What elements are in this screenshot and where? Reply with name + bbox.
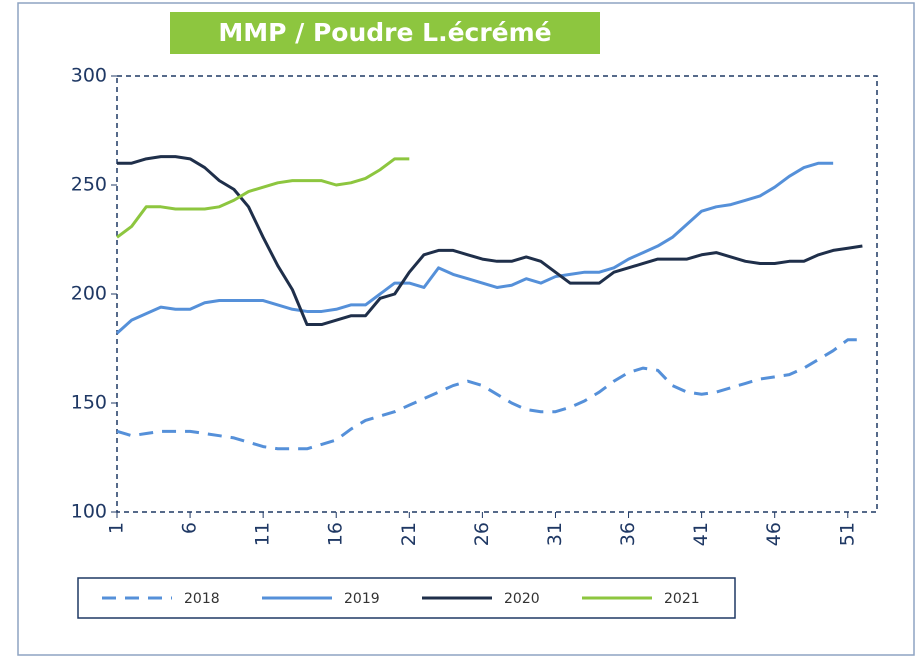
y-tick-label: 100 (71, 501, 107, 523)
series-line (117, 155, 863, 327)
y-tick-label: 300 (71, 65, 107, 87)
legend-label: 2021 (664, 591, 700, 607)
x-tick-label: 6 (179, 522, 201, 534)
legend-label: 2020 (504, 591, 540, 607)
title-box (170, 12, 600, 54)
legend-box (77, 577, 736, 619)
x-tick-label: 16 (325, 522, 347, 546)
y-tick-label: 200 (71, 283, 107, 305)
series-line (116, 157, 410, 239)
plot-border (116, 75, 878, 513)
x-tick-label: 21 (398, 522, 420, 546)
legend-label: 2019 (344, 591, 380, 607)
y-tick-label: 150 (71, 392, 107, 414)
x-tick-label: 31 (544, 522, 566, 546)
x-tick-label: 26 (471, 522, 493, 546)
x-tick-label: 51 (836, 522, 858, 546)
frame (17, 2, 915, 656)
series-line (116, 338, 863, 451)
legend-label: 2018 (184, 591, 220, 607)
y-tick-label: 250 (71, 174, 107, 196)
x-tick-label: 41 (690, 522, 712, 546)
x-tick-label: 11 (252, 522, 274, 546)
x-tick-label: 1 (106, 522, 128, 534)
chart-title: MMP / Poudre L.écrémé (218, 18, 551, 47)
x-tick-label: 36 (617, 522, 639, 546)
x-tick-label: 46 (763, 522, 785, 546)
series-line (115, 161, 834, 335)
